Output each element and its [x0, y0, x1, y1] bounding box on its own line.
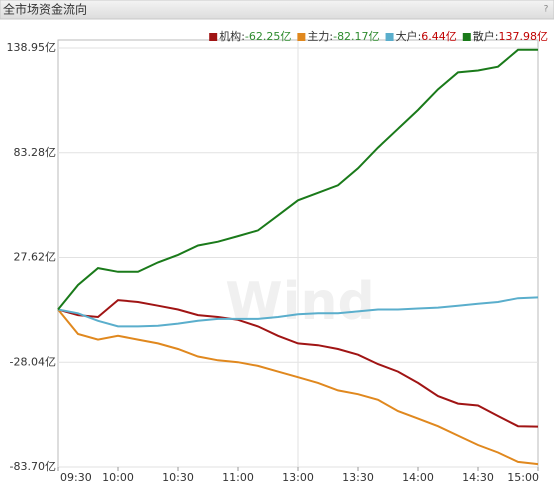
x-tick-label: 13:00 — [282, 471, 314, 484]
legend-label: 主力 — [307, 30, 329, 43]
x-tick-label: 13:30 — [342, 471, 374, 484]
legend-swatch — [462, 33, 471, 41]
help-icon[interactable]: ? — [544, 5, 549, 15]
x-tick-label: 15:00 — [507, 471, 539, 484]
legend-value: -62.25亿 — [245, 30, 291, 43]
header-title: 全市场资金流向 — [3, 2, 87, 17]
legend-separator: : — [329, 30, 333, 43]
legend-value: 6.44亿 — [421, 30, 457, 43]
legend-separator: : — [495, 30, 499, 43]
series-line — [57, 308, 539, 466]
header-bar — [0, 0, 554, 20]
x-tick-label: 09:30 — [60, 471, 92, 484]
legend-swatch — [297, 33, 306, 41]
x-tick-label: 10:30 — [162, 471, 194, 484]
x-tick-label: 10:00 — [102, 471, 134, 484]
legend-value: -82.17亿 — [333, 30, 379, 43]
x-tick-label: 14:30 — [462, 471, 494, 484]
legend-label: 大户 — [396, 29, 418, 43]
legend-value: 137.98亿 — [499, 30, 549, 43]
y-tick-label: -28.04亿 — [10, 355, 56, 368]
legend-label: 机构 — [219, 29, 241, 43]
series-line — [57, 48, 538, 311]
y-tick-label: 27.62亿 — [14, 251, 57, 264]
y-tick-label: 83.28亿 — [14, 146, 57, 159]
legend-swatch — [209, 33, 218, 41]
series-line — [57, 296, 539, 328]
legend-separator: : — [418, 30, 422, 43]
legend-label: 散户 — [473, 29, 495, 43]
series-line — [57, 299, 539, 428]
watermark: Wind — [225, 272, 374, 332]
legend-separator: : — [241, 30, 245, 43]
x-tick-label: 14:00 — [402, 471, 434, 484]
y-tick-label: -83.70亿 — [10, 460, 56, 473]
x-tick-label: 11:00 — [222, 471, 254, 484]
y-tick-label: 138.95亿 — [7, 41, 57, 54]
legend-swatch — [385, 33, 394, 41]
